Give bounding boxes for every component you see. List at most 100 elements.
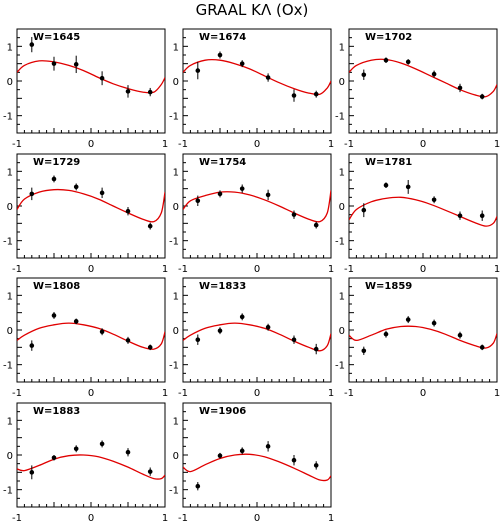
data-point xyxy=(99,329,105,335)
panel-label: W=1754 xyxy=(199,157,246,168)
data-point xyxy=(29,42,35,47)
x-tick-label: 1 xyxy=(162,388,168,399)
x-tick-label: 0 xyxy=(420,139,426,150)
data-point xyxy=(147,223,153,229)
chart-panel: 1 0 -1 -1 0 1 W=1674 xyxy=(169,28,334,150)
x-tick-label: 0 xyxy=(88,264,94,275)
data-point xyxy=(51,61,57,66)
model-curve xyxy=(17,60,165,94)
x-tick-label: 1 xyxy=(162,264,168,275)
data-point xyxy=(217,191,223,197)
data-point xyxy=(125,338,131,343)
model-curve xyxy=(349,196,497,227)
x-tick-label: 0 xyxy=(88,388,94,399)
y-tick-label: 0 xyxy=(173,77,179,88)
figure-title: GRAAL KΛ (Ox) xyxy=(195,1,309,19)
data-point xyxy=(217,52,223,58)
y-tick-label: 1 xyxy=(173,42,179,53)
data-point xyxy=(265,75,271,80)
plot-frame xyxy=(16,153,166,259)
data-point xyxy=(291,93,297,98)
y-tick-label: -1 xyxy=(335,112,345,123)
data-point xyxy=(239,448,245,454)
data-point xyxy=(73,184,79,190)
data-point xyxy=(147,345,153,350)
plot-frame xyxy=(348,277,498,383)
y-tick-label: 0 xyxy=(173,451,179,462)
data-point xyxy=(405,59,411,65)
chart-panel: 1 0 -1 -1 0 1 W=1883 xyxy=(3,402,168,524)
data-point xyxy=(361,207,367,213)
panel-label: W=1645 xyxy=(33,32,80,43)
data-point xyxy=(291,457,297,463)
data-point xyxy=(125,89,131,94)
data-point xyxy=(239,314,245,320)
y-tick-label: -1 xyxy=(3,112,13,123)
x-tick-label: 0 xyxy=(88,139,94,150)
data-point xyxy=(383,182,389,188)
data-point xyxy=(73,446,79,452)
data-point xyxy=(51,176,57,182)
y-tick-label: -1 xyxy=(3,237,13,248)
chart-panel: 1 0 -1 -1 0 1 W=1808 xyxy=(3,277,168,399)
plot-frame xyxy=(182,277,332,383)
y-tick-label: 0 xyxy=(7,202,13,213)
data-point xyxy=(383,331,389,337)
data-point xyxy=(195,483,201,489)
panel-label: W=1833 xyxy=(199,281,246,292)
y-tick-label: 1 xyxy=(7,291,13,302)
plot-frame xyxy=(182,153,332,259)
x-tick-label: 1 xyxy=(328,388,334,399)
y-tick-label: -1 xyxy=(3,486,13,497)
data-point xyxy=(313,346,319,352)
y-tick-label: 1 xyxy=(173,167,179,178)
x-tick-label: -1 xyxy=(12,264,22,275)
x-tick-label: -1 xyxy=(12,139,22,150)
chart-panel: 1 0 -1 -1 0 1 W=1702 xyxy=(335,28,500,150)
data-point xyxy=(457,332,463,338)
x-tick-label: 1 xyxy=(328,139,334,150)
x-tick-label: -1 xyxy=(344,139,354,150)
x-tick-label: 1 xyxy=(162,139,168,150)
data-point xyxy=(479,213,485,219)
model-curve xyxy=(183,322,331,352)
x-tick-label: -1 xyxy=(178,388,188,399)
data-point xyxy=(239,186,245,191)
data-point xyxy=(361,348,367,354)
data-point xyxy=(99,441,105,447)
y-tick-label: -1 xyxy=(169,112,179,123)
model-curve xyxy=(183,190,331,223)
data-point xyxy=(383,57,389,63)
x-tick-label: -1 xyxy=(12,513,22,524)
model-curve xyxy=(349,58,497,98)
model-curve xyxy=(183,58,331,96)
y-tick-label: -1 xyxy=(335,361,345,372)
data-point xyxy=(147,89,153,95)
data-point xyxy=(313,91,319,97)
model-curve xyxy=(349,325,497,349)
x-tick-label: 1 xyxy=(162,513,168,524)
data-point xyxy=(51,455,57,461)
plot-frame xyxy=(16,277,166,383)
y-tick-label: 1 xyxy=(7,42,13,53)
x-tick-label: -1 xyxy=(178,513,188,524)
x-tick-label: 0 xyxy=(254,513,260,524)
data-point xyxy=(431,320,437,326)
y-tick-label: 0 xyxy=(7,326,13,337)
data-point xyxy=(99,75,105,81)
data-point xyxy=(457,213,463,219)
x-tick-label: 1 xyxy=(494,264,500,275)
data-point xyxy=(217,453,223,458)
data-point xyxy=(265,192,271,198)
x-tick-label: -1 xyxy=(344,388,354,399)
data-point xyxy=(431,197,437,203)
data-point xyxy=(239,61,245,66)
y-tick-label: -1 xyxy=(335,237,345,248)
data-point xyxy=(457,85,463,91)
y-tick-label: 1 xyxy=(173,416,179,427)
data-point xyxy=(195,198,201,204)
y-tick-label: -1 xyxy=(169,361,179,372)
y-tick-label: 1 xyxy=(7,167,13,178)
data-point xyxy=(147,469,153,474)
data-point xyxy=(73,62,79,67)
